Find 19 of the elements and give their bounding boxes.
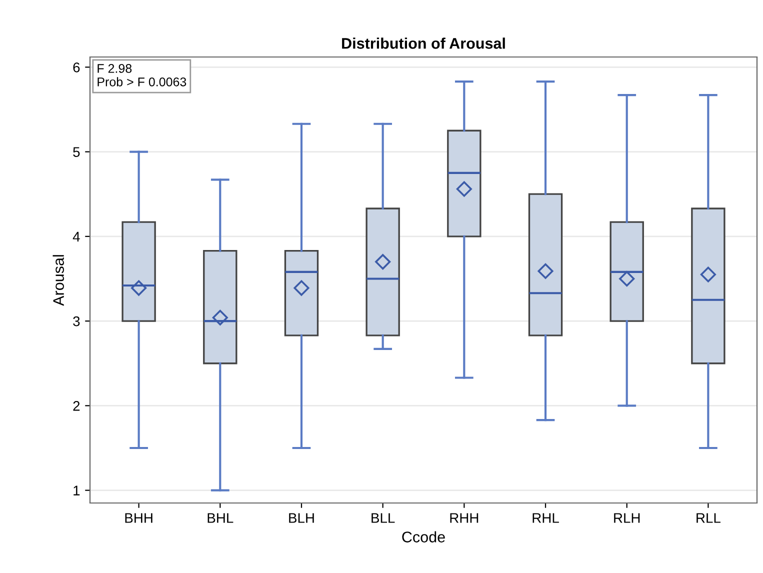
y-axis-title: Arousal (52, 255, 64, 306)
annotation: F 2.98 (98, 64, 132, 73)
y-tick-label: 5 (73, 147, 80, 157)
y-tick-label: 4 (72, 232, 80, 242)
x-tick-label: RLH (614, 513, 640, 523)
x-axis-title: Ccode (402, 531, 445, 542)
x-tick-label: BHL (208, 513, 234, 523)
x-tick-label: RHL (532, 513, 559, 523)
x-tick-label: BLL (372, 513, 395, 523)
annotation: Prob > F 0.0063 (98, 77, 186, 86)
y-tick-label: 1 (74, 486, 80, 496)
chart-title: Distribution of Arousal (342, 38, 505, 49)
y-tick-label: 3 (73, 316, 80, 326)
y-tick-label: 6 (73, 62, 80, 72)
x-tick-label: BLH (289, 513, 314, 523)
y-tick-label: 2 (73, 401, 80, 411)
x-tick-label: RLL (696, 513, 720, 523)
x-tick-label: RHH (450, 513, 478, 523)
x-tick-label: BHH (125, 513, 152, 523)
